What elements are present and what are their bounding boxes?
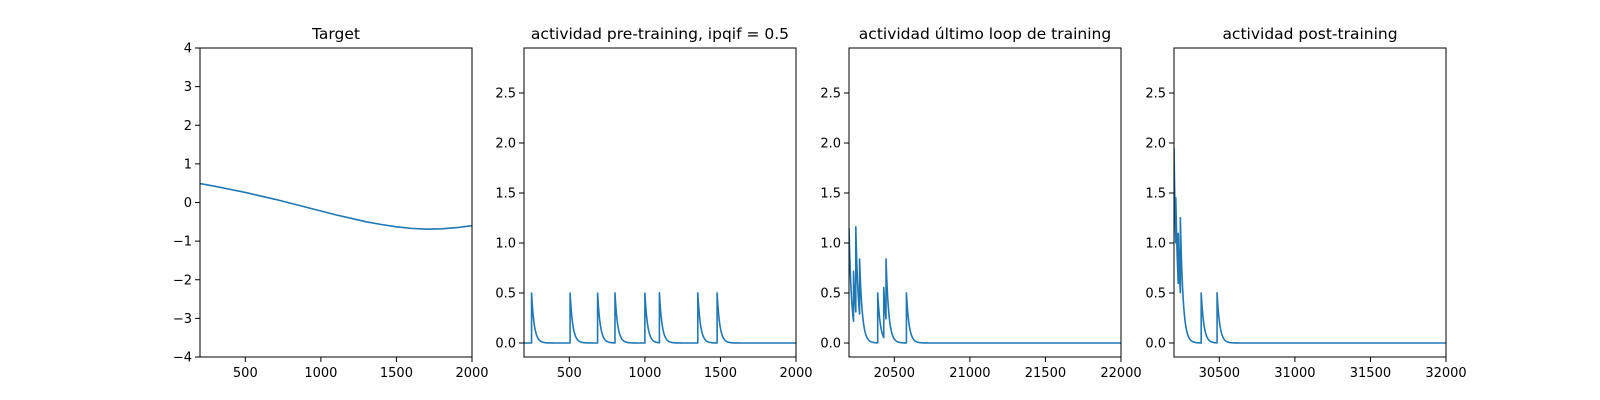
y-tick-label: 0.0 — [1145, 337, 1166, 352]
x-tick-label: 2000 — [779, 366, 812, 381]
x-tick-label: 2000 — [455, 366, 488, 381]
subplot-3: actividad último loop de training 20500 21… — [820, 25, 1141, 381]
y-tick-label: 0.5 — [1145, 287, 1166, 302]
plot-frame — [848, 47, 1122, 358]
y-tick-label: 1 — [184, 157, 192, 172]
plot-frame — [199, 47, 473, 358]
y-tick-label: −3 — [173, 312, 192, 327]
y-tick-label: 2.0 — [820, 137, 841, 152]
y-tick-label: 2.0 — [1145, 137, 1166, 152]
y-tick-label: 1.5 — [1145, 187, 1166, 202]
x-tick-label: 1000 — [304, 366, 337, 381]
series-line-1 — [1174, 147, 1446, 344]
y-tick-label: 2 — [184, 119, 192, 134]
chart-title: actividad pre-training, ipqif = 0.5 — [531, 25, 789, 43]
y-tick-label: 2.5 — [1145, 87, 1166, 102]
y-tick-label: 0.0 — [495, 337, 516, 352]
y-tick-label: 3 — [184, 80, 192, 95]
x-tick-label: 500 — [557, 366, 582, 381]
y-tick-label: 1.5 — [495, 187, 516, 202]
plot-frame — [1173, 47, 1447, 358]
x-tick-label: 30500 — [1199, 366, 1240, 381]
x-tick-label: 31000 — [1274, 366, 1315, 381]
y-tick-label: 1.0 — [1145, 237, 1166, 252]
subplot-2: actividad pre-training, ipqif = 0.5 500 10… — [495, 25, 812, 381]
subplot-4: actividad post-training 30500 31000 31500 32… — [1145, 25, 1466, 381]
y-tick-label: 2.0 — [495, 137, 516, 152]
y-tick-label: −4 — [173, 351, 192, 366]
y-tick-label: 1.0 — [820, 237, 841, 252]
x-tick-label: 21000 — [949, 366, 990, 381]
series-line-1 — [200, 182, 472, 230]
chart-title: actividad último loop de training — [859, 25, 1111, 43]
y-tick-label: 0 — [184, 196, 192, 211]
y-tick-label: 1.5 — [820, 187, 841, 202]
series-line-1 — [849, 226, 1121, 344]
y-tick-label: 0.5 — [820, 287, 841, 302]
y-tick-label: 0.0 — [820, 337, 841, 352]
x-tick-label: 20500 — [874, 366, 915, 381]
x-tick-label: 1000 — [628, 366, 661, 381]
x-tick-label: 1500 — [380, 366, 413, 381]
y-tick-label: 4 — [184, 42, 192, 57]
y-tick-label: −1 — [173, 235, 192, 250]
series-line-1 — [524, 291, 796, 344]
x-tick-label: 1500 — [704, 366, 737, 381]
y-tick-label: −2 — [173, 273, 192, 288]
chart-title: Target — [311, 25, 360, 43]
x-tick-label: 500 — [233, 366, 258, 381]
y-tick-label: 1.0 — [495, 237, 516, 252]
y-tick-label: 2.5 — [820, 87, 841, 102]
x-tick-label: 21500 — [1025, 366, 1066, 381]
x-tick-label: 22000 — [1100, 366, 1141, 381]
x-tick-label: 32000 — [1425, 366, 1466, 381]
subplot-1: Target 500 1000 1500 2000 −4 −3 −2 −1 0 1 2 3 4 — [173, 25, 489, 381]
chart-title: actividad post-training — [1222, 25, 1397, 43]
plot-frame — [523, 47, 797, 358]
x-tick-label: 31500 — [1350, 366, 1391, 381]
y-tick-label: 2.5 — [495, 87, 516, 102]
y-tick-label: 0.5 — [495, 287, 516, 302]
